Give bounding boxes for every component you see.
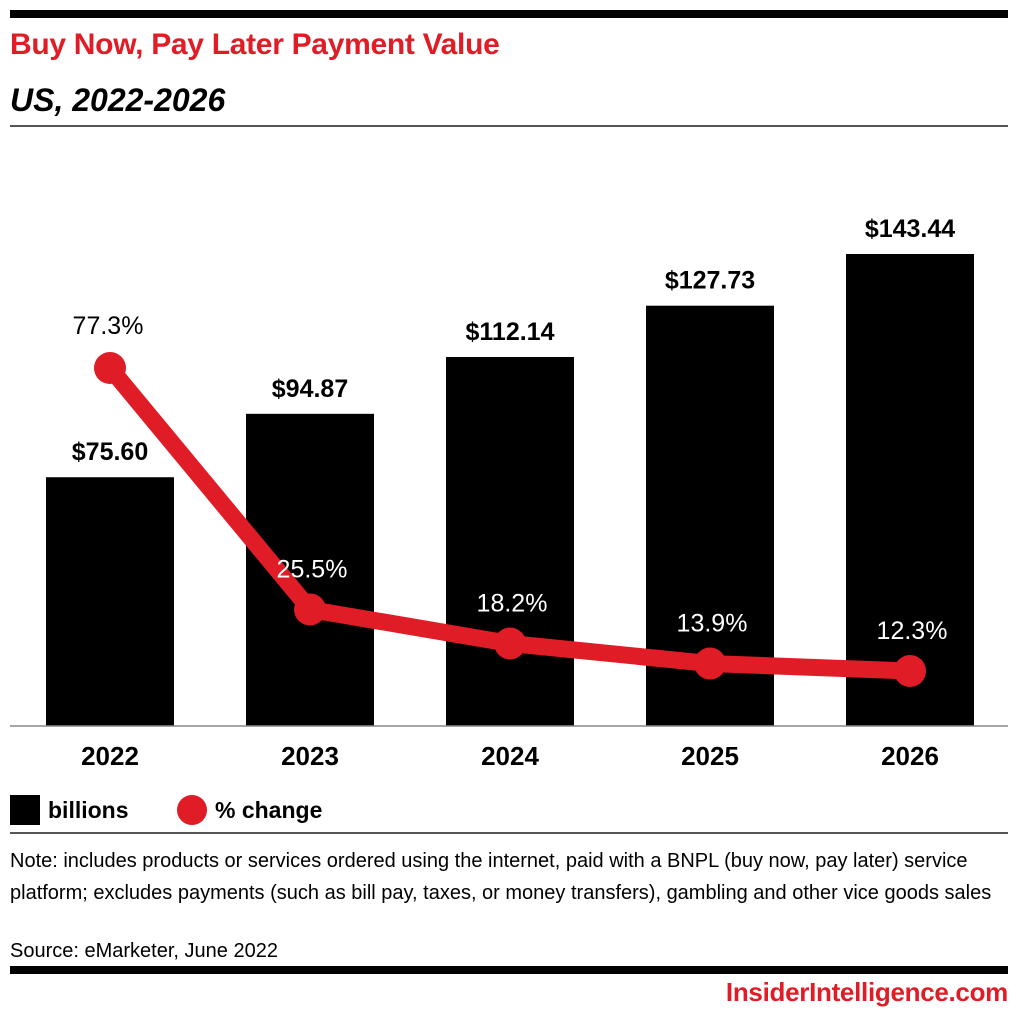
bar-value-label-2023: $94.87 [272, 375, 348, 403]
x-tick-label-2026: 2026 [881, 741, 939, 771]
bar-line-chart: $75.60 2022 $94.87 2023 $112.14 2024 $127.73 20… [10, 215, 1008, 771]
brand-logo-text: InsiderIntelligence.com [725, 977, 1008, 1007]
percent-label-2025: 13.9% [677, 610, 748, 638]
legend-line-swatch [177, 795, 207, 825]
footnote: Note: includes products or services orde… [10, 850, 992, 904]
bar-2024 [446, 356, 574, 726]
percent-label-2023: 25.5% [277, 555, 348, 583]
bar-value-label-2025: $127.73 [665, 267, 755, 295]
bar-2022 [46, 477, 174, 726]
percent-label-2022: 77.3% [73, 312, 144, 340]
percent-point-2022 [94, 352, 126, 384]
bar-2026 [846, 254, 974, 726]
legend-line-label: % change [215, 796, 323, 823]
source-line: Source: eMarketer, June 2022 [10, 940, 278, 962]
percent-label-2026: 12.3% [877, 617, 948, 645]
percent-point-2026 [894, 655, 926, 687]
percent-label-2024: 18.2% [477, 589, 548, 617]
x-tick-label-2025: 2025 [681, 741, 739, 771]
legend-billions: billions [10, 795, 129, 825]
x-tick-label-2024: 2024 [481, 741, 539, 771]
subtitle-rule [10, 125, 1008, 127]
percent-point-2023 [294, 593, 326, 626]
percent-point-2025 [694, 647, 726, 680]
bar-value-label-2024: $112.14 [466, 318, 555, 346]
percent-point-2024 [494, 627, 526, 660]
bottom-rule [10, 966, 1008, 974]
x-tick-label-2023: 2023 [281, 741, 339, 771]
legend-bar-swatch [10, 795, 40, 825]
top-rule [10, 10, 1008, 18]
note-rule [10, 832, 1008, 834]
legend-percent-change: % change [177, 795, 322, 825]
chart-subtitle: US, 2022-2026 [10, 82, 226, 118]
legend-bar-label: billions [48, 796, 129, 823]
bar-value-label-2022: $75.60 [72, 438, 148, 466]
x-tick-label-2022: 2022 [81, 741, 139, 771]
bar-value-label-2026: $143.44 [865, 215, 955, 243]
chart-title: Buy Now, Pay Later Payment Value [10, 28, 500, 61]
